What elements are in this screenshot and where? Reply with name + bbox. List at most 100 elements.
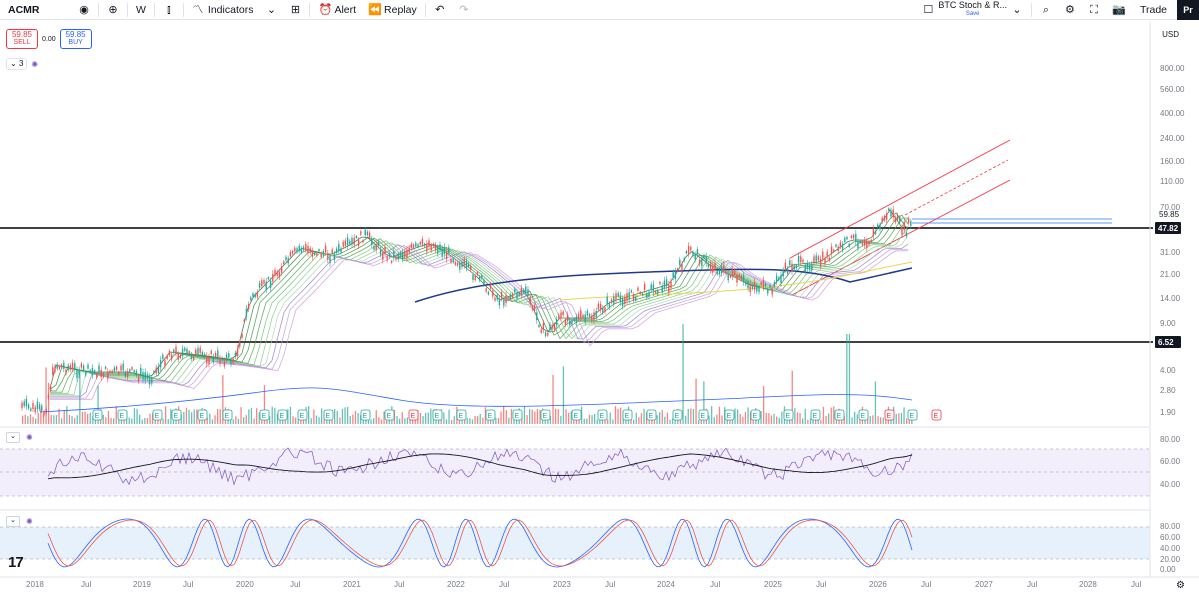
volume-bar xyxy=(544,412,546,424)
volume-bar xyxy=(97,385,99,424)
volume-bar xyxy=(406,417,409,424)
volume-bar xyxy=(84,411,86,424)
replay-button[interactable]: ⏪ Replay xyxy=(362,0,423,20)
volume-bar xyxy=(518,408,520,424)
rsi-indicator-icon[interactable]: ✺ xyxy=(26,433,33,442)
chart-type-button[interactable]: ⫾ xyxy=(157,0,181,20)
volume-bar xyxy=(365,410,367,424)
candle-body xyxy=(888,208,890,211)
volume-bar xyxy=(443,412,445,424)
gear-icon: ⚙ xyxy=(1065,4,1075,16)
indicator-count-toggle[interactable]: ⌄ 3 xyxy=(6,58,28,70)
volume-bar xyxy=(659,412,661,424)
stoch-tick-label: 40.00 xyxy=(1160,544,1181,553)
volume-bar xyxy=(159,419,162,424)
candle-body xyxy=(749,284,751,293)
candle-body xyxy=(879,224,881,230)
volume-bar xyxy=(471,419,474,424)
settings-button[interactable]: ⚙ xyxy=(1058,0,1082,20)
volume-bar xyxy=(713,417,715,424)
candle-body xyxy=(287,258,289,264)
candle-body xyxy=(485,288,487,292)
buy-button[interactable]: 59.85 BUY xyxy=(59,29,92,49)
candle-body xyxy=(705,256,707,264)
volume-bar xyxy=(315,415,318,424)
volume-bar xyxy=(721,415,723,424)
candle-body xyxy=(806,262,809,269)
layouts-grid-button[interactable]: ⊞ xyxy=(283,0,307,20)
earnings-badge xyxy=(834,409,845,421)
candle-body xyxy=(762,280,765,288)
candle-body xyxy=(338,243,340,251)
snapshot-button[interactable]: 📷 xyxy=(1106,0,1130,20)
sell-button[interactable]: 59.85 SELL xyxy=(6,29,38,49)
indicators-button[interactable]: 〽 Indicators xyxy=(186,0,260,20)
candle-body xyxy=(333,253,336,260)
stoch-indicator-icon[interactable]: ✺ xyxy=(26,517,33,526)
volume-bar xyxy=(230,419,232,424)
volume-bar xyxy=(378,417,380,424)
volume-bar xyxy=(383,411,385,424)
volume-bar xyxy=(612,419,614,424)
candle-body xyxy=(456,262,459,266)
price-tick-label: 1.90 xyxy=(1160,408,1176,417)
profile-button[interactable]: Pr xyxy=(1177,0,1199,20)
candle-body xyxy=(445,251,448,259)
candle-body xyxy=(661,285,663,293)
volume-bar xyxy=(191,412,193,424)
stoch-collapse-button[interactable]: ⌄ xyxy=(6,516,20,527)
volume-bar xyxy=(126,411,128,424)
symbol-search-button[interactable]: ACMR xyxy=(0,0,72,20)
volume-bar xyxy=(737,409,739,424)
price-tick-label: 2.80 xyxy=(1160,386,1176,395)
volume-bar xyxy=(214,415,216,424)
indicator-templates-button[interactable]: ⌄ xyxy=(259,0,283,20)
indicator-settings-icon[interactable]: ✺ xyxy=(31,59,39,69)
redo-button[interactable]: ↷ xyxy=(452,0,476,20)
candle-body xyxy=(239,342,241,347)
alert-button[interactable]: ⏰ Alert xyxy=(312,0,362,20)
compare-button[interactable]: ⊕ xyxy=(101,0,125,20)
volume-bar xyxy=(373,418,375,424)
fullscreen-button[interactable]: ⛶ xyxy=(1082,0,1106,20)
candle-body xyxy=(267,277,270,280)
earnings-badge xyxy=(540,409,551,421)
volume-bar xyxy=(690,408,692,424)
undo-button[interactable]: ↶ xyxy=(428,0,452,20)
volume-bar xyxy=(149,413,151,424)
candle-body xyxy=(399,252,402,257)
symbol-menu-button[interactable]: ◉ xyxy=(72,0,96,20)
volume-bar xyxy=(328,414,331,424)
volume-bar xyxy=(864,412,866,424)
volume-bar xyxy=(596,419,598,424)
candle-body xyxy=(544,332,547,336)
candle-body xyxy=(89,370,91,373)
volume-bar xyxy=(412,413,414,424)
volume-bar xyxy=(206,417,208,424)
volume-bar xyxy=(48,382,50,424)
layout-save-label[interactable]: Save xyxy=(965,11,980,17)
quick-search-button[interactable]: ⌕ xyxy=(1034,0,1058,20)
volume-bar xyxy=(167,419,169,424)
layout-selector[interactable]: ☐ BTC Stoch & R... Save ⌄ xyxy=(916,0,1029,20)
candle-body xyxy=(861,241,864,245)
currency-label[interactable]: USD xyxy=(1162,30,1179,39)
candle-body xyxy=(635,297,637,301)
candle-body xyxy=(470,265,472,270)
candle-body xyxy=(872,228,875,236)
candle-body xyxy=(342,241,344,247)
candle-body xyxy=(859,240,861,244)
rsi-collapse-button[interactable]: ⌄ xyxy=(6,432,20,443)
candle-body xyxy=(703,255,705,259)
undo-icon: ↶ xyxy=(435,3,445,16)
interval-button[interactable]: W xyxy=(130,0,152,20)
candle-body xyxy=(852,234,855,239)
candle-body xyxy=(637,287,639,291)
trade-button[interactable]: Trade xyxy=(1139,4,1167,16)
volume-bar xyxy=(752,418,754,424)
toolbar-divider xyxy=(98,2,99,17)
candle-body xyxy=(36,401,39,410)
axis-settings-icon[interactable]: ⚙ xyxy=(1176,580,1185,591)
candle-body xyxy=(718,270,721,275)
level-label-text: 47.82 xyxy=(1158,224,1179,233)
